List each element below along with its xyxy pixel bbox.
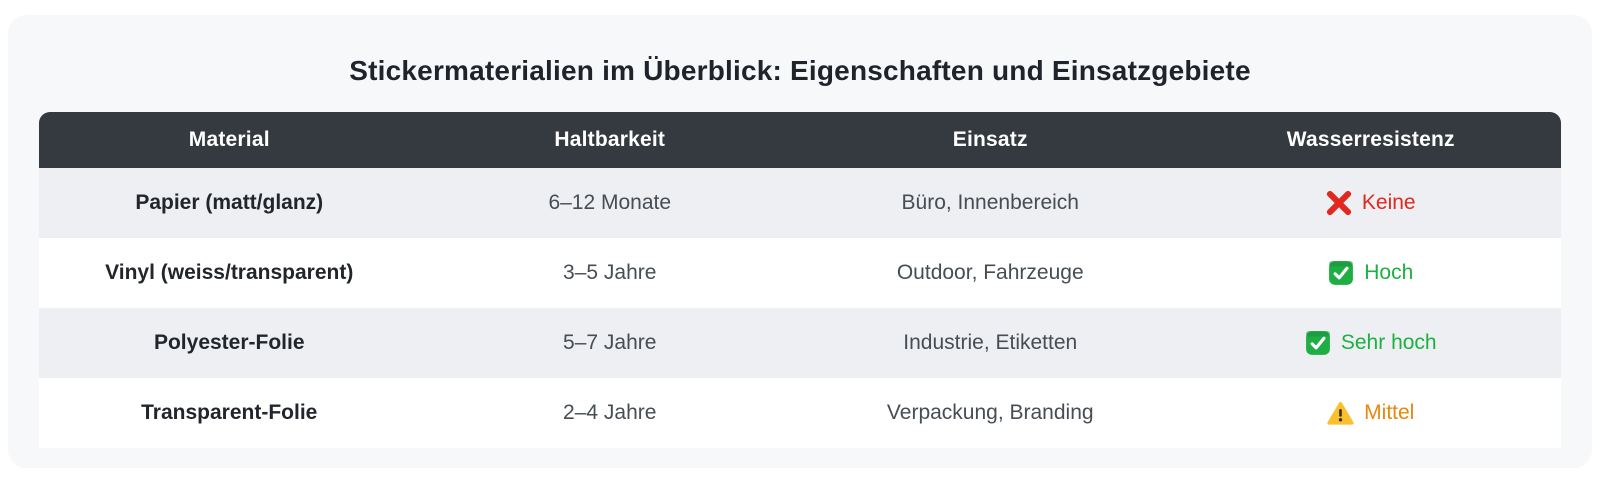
table-body: Papier (matt/glanz) 6–12 Monate Büro, Inne… — [39, 168, 1561, 448]
usage-cell: Industrie, Etiketten — [903, 331, 1078, 354]
material-cell: Polyester-Folie — [153, 331, 305, 354]
durability-cell: 6–12 Monate — [548, 191, 672, 214]
table-row: Papier (matt/glanz) 6–12 Monate Büro, Inne… — [39, 168, 1561, 238]
table-row: Transparent-Folie 2–4 Jahre Verpackung, Br… — [39, 378, 1561, 448]
page-title: Stickermaterialien im Überblick: Eigensc… — [349, 55, 1251, 86]
material-cell: Transparent-Folie — [141, 401, 318, 424]
material-cell: Vinyl (weiss/transparent) — [105, 261, 354, 284]
cross-mark-icon — [1326, 190, 1352, 216]
warning-icon — [1327, 401, 1354, 426]
durability-cell: 5–7 Jahre — [563, 331, 657, 354]
water-resistance-label: Keine — [1361, 191, 1416, 214]
durability-cell: 3–5 Jahre — [563, 261, 657, 284]
material-cell: Papier (matt/glanz) — [135, 191, 324, 214]
column-header-water-resistance: Wasserresistenz — [1286, 128, 1455, 151]
material-overview-card: Stickermaterialien im Überblick: Eigensc… — [8, 15, 1592, 468]
usage-cell: Büro, Innenbereich — [901, 191, 1079, 214]
table-header-row: Material Haltbarkeit Einsatz Wasserresis… — [39, 112, 1561, 168]
column-header-usage: Einsatz — [952, 128, 1028, 151]
table-row: Polyester-Folie 5–7 Jahre Industrie, Etike… — [39, 308, 1561, 378]
check-mark-icon — [1328, 260, 1354, 286]
water-resistance-label: Mittel — [1364, 401, 1415, 424]
water-resistance-cell: Mittel — [1181, 378, 1562, 448]
water-resistance-label: Sehr hoch — [1340, 331, 1437, 354]
column-header-material: Material — [188, 128, 270, 151]
water-resistance-label: Hoch — [1364, 261, 1414, 284]
usage-cell: Outdoor, Fahrzeuge — [896, 261, 1084, 284]
table-row: Vinyl (weiss/transparent) 3–5 Jahre Outdoo… — [39, 238, 1561, 308]
column-header-durability: Haltbarkeit — [554, 128, 666, 151]
check-mark-icon — [1305, 330, 1331, 356]
materials-table: Material Haltbarkeit Einsatz Wasserresis… — [39, 112, 1561, 448]
water-resistance-cell: Keine — [1181, 168, 1562, 238]
durability-cell: 2–4 Jahre — [563, 401, 657, 424]
usage-cell: Verpackung, Branding — [886, 401, 1094, 424]
water-resistance-cell: Hoch — [1181, 238, 1562, 308]
water-resistance-cell: Sehr hoch — [1181, 308, 1562, 378]
